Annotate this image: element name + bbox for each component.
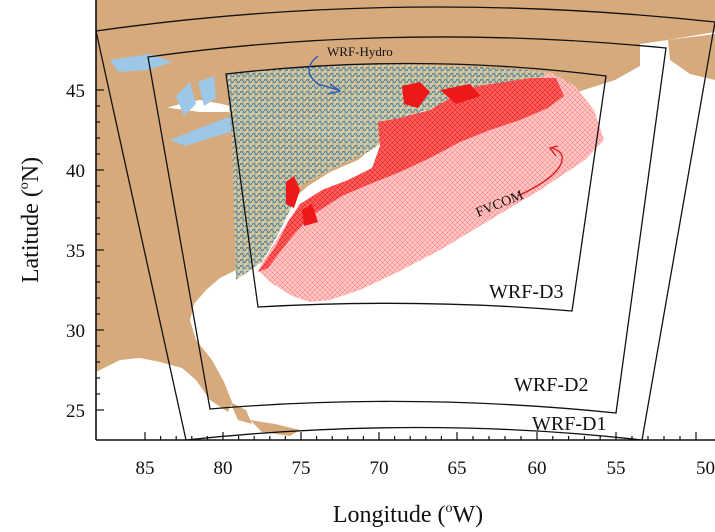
x-tick-label: 60 — [528, 458, 547, 479]
plot-frame — [95, 0, 715, 441]
land-bahamas — [230, 402, 252, 424]
domain-d1-bottom — [185, 426, 643, 441]
y-tick-label: 40 — [66, 161, 85, 182]
fvcom-arrow — [517, 147, 563, 197]
x-tick-label: 65 — [448, 458, 467, 479]
y-tick-label: 30 — [66, 321, 85, 342]
domain-d1-label: WRF-D1 — [532, 413, 606, 435]
wrf-hydro-arrow — [308, 55, 339, 91]
y-tick-label: 35 — [66, 241, 85, 262]
x-axis-label: Longitude (oW) — [333, 501, 483, 528]
wrf-hydro-label: WRF-Hydro — [327, 44, 393, 59]
fvcom-arrowhead — [548, 145, 559, 157]
domain-d2-outline — [147, 36, 667, 414]
x-tick-label: 85 — [136, 458, 155, 479]
fvcom-coast-details — [286, 82, 480, 226]
domain-d1-outline — [95, 6, 715, 441]
domain-d3-outline — [225, 62, 607, 312]
x-tick-label: 70 — [370, 458, 389, 479]
wrf-hydro-region — [226, 64, 548, 281]
y-tick-label: 45 — [66, 81, 85, 102]
x-tick-label: 75 — [292, 458, 311, 479]
x-tick-label: 80 — [214, 458, 233, 479]
axis-ticks — [96, 89, 697, 440]
fvcom-mesh-light — [258, 72, 604, 302]
land-newfoundland — [668, 34, 715, 80]
land-nova-scotia — [548, 42, 640, 96]
y-axis-label: Latitude (oN) — [17, 157, 44, 283]
x-tick-label: 50 — [696, 458, 715, 479]
domain-d3-label: WRF-D3 — [489, 281, 563, 303]
fvcom-mesh-dense — [258, 78, 564, 272]
y-tick-label: 25 — [66, 401, 85, 422]
wrf-hydro-arrowhead — [327, 83, 342, 95]
x-tick-label: 55 — [607, 458, 626, 479]
domain-d2-label: WRF-D2 — [514, 374, 588, 396]
